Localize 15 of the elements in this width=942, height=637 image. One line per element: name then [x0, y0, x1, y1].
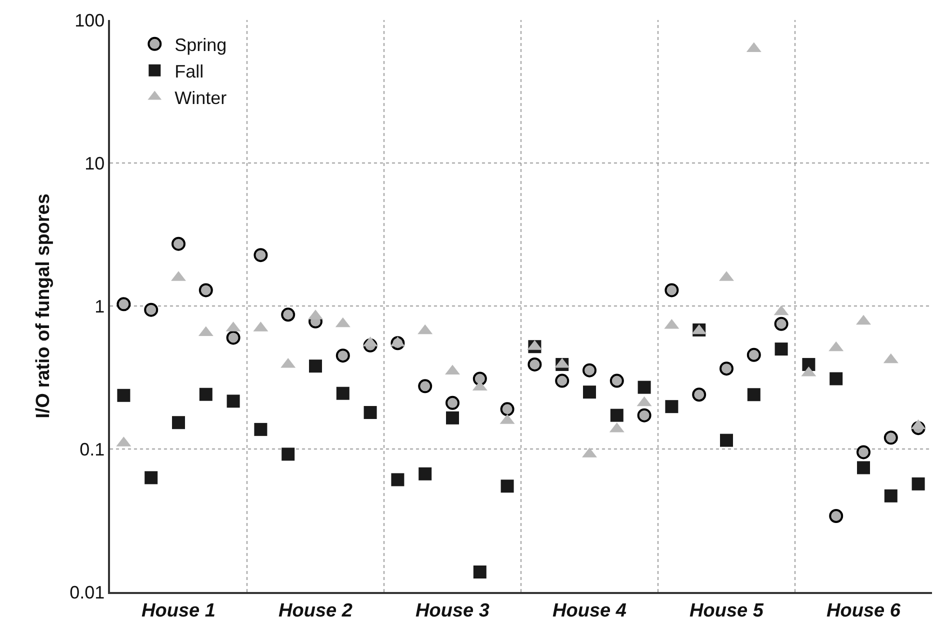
x-tick-label: House 3 [416, 600, 490, 622]
x-tick-label: House 2 [278, 600, 353, 622]
y-tick-label: 100 [74, 10, 105, 30]
legend-label: Spring [174, 34, 227, 55]
y-axis-title: I/O ratio of fungal spores [32, 194, 54, 418]
x-tick-label: House 1 [142, 600, 216, 622]
x-tick-label: House 5 [690, 600, 764, 622]
legend-label: Winter [174, 88, 227, 108]
y-tick-label: 10 [84, 153, 105, 174]
y-tick-label: 0.01 [70, 582, 105, 602]
y-tick-label: 1 [94, 296, 105, 316]
y-tick-label: 0.1 [80, 439, 105, 460]
x-tick-label: House 6 [826, 600, 901, 622]
x-tick-label: House 4 [552, 600, 627, 622]
legend-label: Fall [174, 61, 204, 82]
